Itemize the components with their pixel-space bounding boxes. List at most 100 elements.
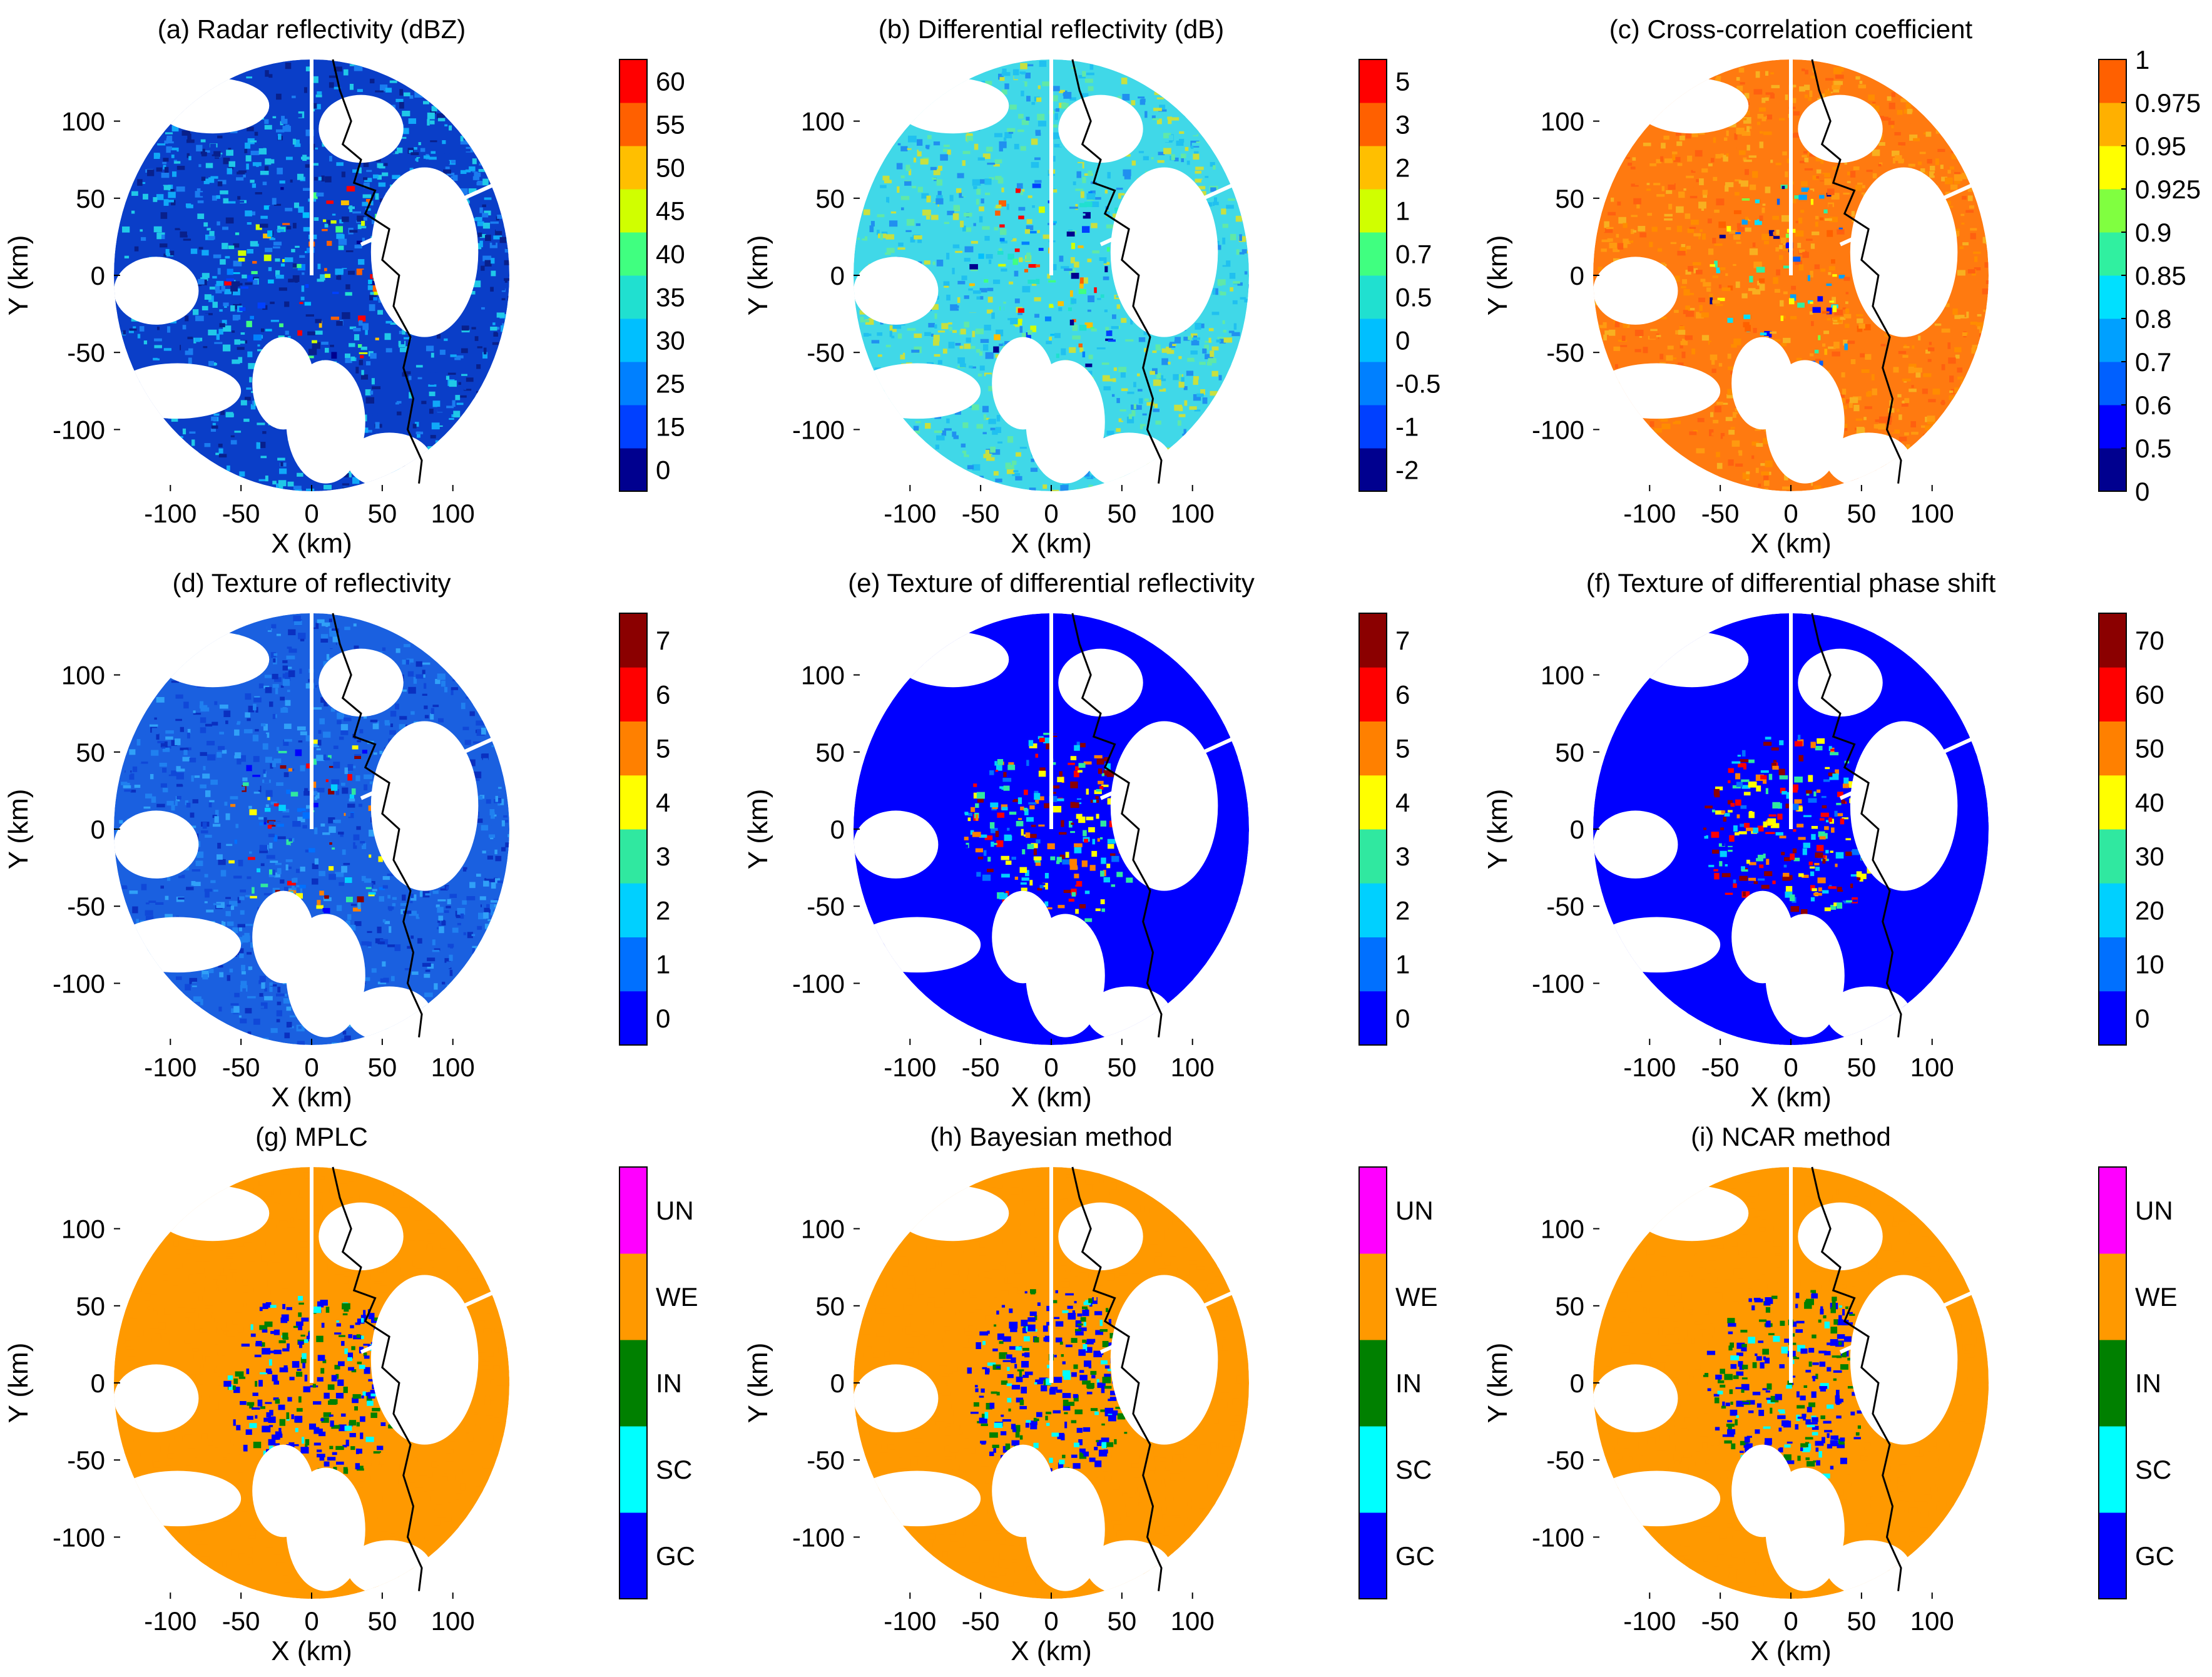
field-speckle <box>248 363 257 369</box>
field-speckle <box>1613 258 1620 263</box>
field-speckle <box>217 268 221 275</box>
field-speckle <box>961 275 967 280</box>
radar-field <box>114 613 509 1045</box>
field-speckle <box>317 91 322 94</box>
field-speckle <box>1091 329 1097 332</box>
field-speckle <box>492 322 496 325</box>
field-speckle <box>1844 428 1848 431</box>
field-speckle <box>1064 71 1069 74</box>
field-speckle <box>308 349 317 355</box>
field-speckle <box>1923 408 1932 412</box>
field-speckle <box>208 329 217 335</box>
colorbar-label: 45 <box>656 196 685 226</box>
field-speckle <box>984 215 992 220</box>
field-speckle <box>373 329 376 337</box>
field-speckle <box>389 80 397 83</box>
field-speckle <box>348 206 355 210</box>
field-speckle <box>170 250 175 256</box>
field-speckle <box>984 395 991 400</box>
field-speckle <box>1959 246 1964 250</box>
field-speckle <box>189 436 193 441</box>
field-speckle <box>250 315 254 320</box>
field-speckle <box>981 198 984 204</box>
field-speckle <box>432 949 440 952</box>
field-speckle <box>313 217 319 221</box>
field-speckle <box>1101 362 1109 365</box>
field-speckle <box>211 425 218 429</box>
field-speckle <box>306 355 314 359</box>
field-speckle <box>1037 121 1047 127</box>
field-speckle <box>472 778 480 782</box>
field-speckle <box>499 798 504 805</box>
field-speckle <box>1021 141 1024 145</box>
field-speckle <box>1096 347 1106 350</box>
field-speckle <box>277 1001 282 1006</box>
field-speckle <box>1698 297 1706 302</box>
field-speckle <box>1683 289 1690 296</box>
field-speckle <box>889 330 892 337</box>
field-speckle <box>1925 131 1932 137</box>
field-speckle <box>268 74 273 78</box>
field-speckle <box>1103 276 1109 280</box>
field-speckle <box>307 331 315 335</box>
field-speckle <box>1163 133 1171 139</box>
field-speckle <box>1679 344 1683 349</box>
field-speckle <box>1814 349 1819 354</box>
field-speckle <box>482 283 492 290</box>
field-speckle <box>1785 94 1788 100</box>
field-speckle <box>870 221 875 227</box>
field-speckle <box>208 236 215 240</box>
field-speckle <box>1736 147 1746 152</box>
field-speckle <box>409 434 417 437</box>
field-speckle <box>352 745 359 750</box>
field-speckle <box>317 233 323 237</box>
field-speckle <box>288 278 297 283</box>
field-speckle <box>201 151 207 156</box>
field-speckle <box>1193 127 1200 132</box>
field-speckle <box>972 179 981 186</box>
field-speckle <box>434 983 438 990</box>
field-speckle <box>1810 321 1814 327</box>
field-speckle <box>1692 234 1699 241</box>
field-speckle <box>430 110 436 114</box>
field-speckle <box>1049 337 1052 341</box>
field-speckle <box>265 475 268 482</box>
field-speckle <box>269 701 273 707</box>
field-speckle <box>914 333 922 339</box>
field-speckle <box>1793 98 1797 103</box>
field-speckle <box>491 908 494 915</box>
field-speckle <box>347 270 355 275</box>
field-speckle <box>1069 484 1076 490</box>
field-speckle <box>859 240 864 244</box>
field-speckle <box>952 330 957 334</box>
field-speckle <box>976 198 979 205</box>
field-speckle <box>267 230 273 237</box>
field-speckle <box>359 729 364 734</box>
field-speckle <box>1879 416 1888 423</box>
field-speckle <box>1012 69 1019 76</box>
field-speckle <box>890 227 894 232</box>
field-speckle <box>955 343 961 346</box>
field-speckle <box>324 700 329 706</box>
field-speckle <box>318 136 323 141</box>
field-speckle <box>1918 335 1921 340</box>
field-speckle <box>1070 290 1073 297</box>
field-speckle <box>1139 424 1146 430</box>
field-speckle <box>245 712 251 718</box>
field-speckle <box>1001 72 1011 76</box>
field-speckle <box>251 271 258 275</box>
field-speckle <box>484 907 491 913</box>
field-speckle <box>395 648 400 653</box>
field-speckle <box>897 333 902 339</box>
field-speckle <box>330 316 339 320</box>
field-speckle <box>297 817 305 822</box>
field-speckle <box>369 78 375 84</box>
field-speckle <box>375 193 379 200</box>
field-speckle <box>249 377 252 383</box>
field-speckle <box>200 717 206 723</box>
field-speckle <box>455 395 461 400</box>
field-speckle <box>925 145 930 150</box>
field-speckle <box>357 344 362 348</box>
field-speckle <box>206 915 212 922</box>
field-speckle <box>329 628 333 634</box>
